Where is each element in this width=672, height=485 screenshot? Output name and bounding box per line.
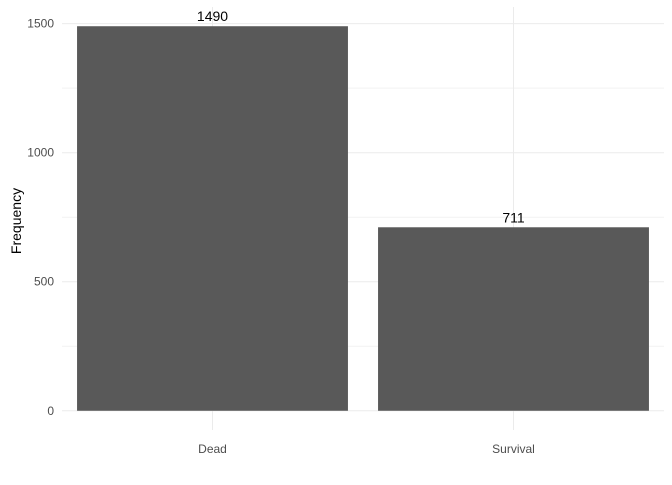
- y-axis-title: Frequency: [8, 188, 24, 254]
- bar-survival: [378, 227, 649, 411]
- data-label-survival: 711: [502, 209, 525, 225]
- data-label-dead: 1490: [197, 8, 228, 24]
- y-tick-label: 0: [47, 404, 54, 418]
- y-axis-ticks: 0 500 1000 1500: [27, 17, 54, 418]
- bars: [77, 26, 649, 411]
- y-tick-label: 1000: [27, 146, 54, 160]
- x-axis-ticks: Dead Survival: [198, 442, 535, 456]
- x-tick-label: Survival: [492, 442, 535, 456]
- bar-dead: [77, 26, 348, 411]
- y-tick-label: 500: [34, 275, 54, 289]
- y-tick-label: 1500: [27, 17, 54, 31]
- x-tick-label: Dead: [198, 442, 227, 456]
- data-labels: 1490 711: [197, 8, 525, 225]
